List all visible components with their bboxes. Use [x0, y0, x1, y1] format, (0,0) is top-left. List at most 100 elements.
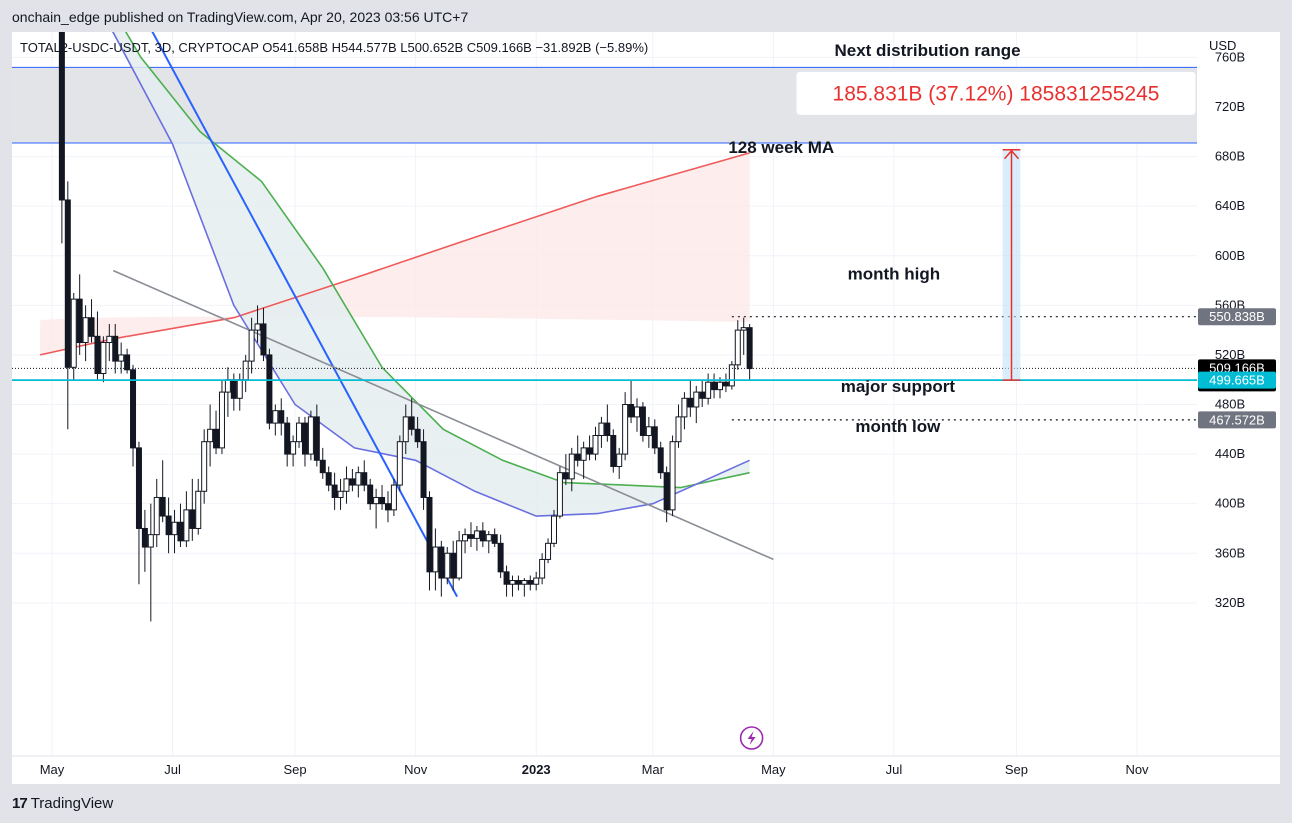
- x-tick-label: May: [40, 762, 65, 777]
- candle-body: [82, 317, 89, 344]
- candle-body: [450, 552, 457, 579]
- chart-area[interactable]: TOTAL2-USDC-USDT, 3D, CRYPTOCAP O541.658…: [12, 32, 1280, 784]
- y-tick-label: 440B: [1215, 446, 1245, 461]
- ma-green-line: [124, 32, 750, 489]
- candle-body: [112, 335, 119, 362]
- candle-body: [337, 490, 344, 498]
- candle-body: [509, 580, 516, 585]
- candle-body: [628, 404, 635, 418]
- candle-body: [622, 404, 629, 455]
- candle-body: [657, 447, 664, 474]
- candle-body: [355, 472, 362, 486]
- candle-body: [367, 484, 374, 505]
- y-tick-label: 360B: [1215, 545, 1245, 560]
- y-tick-label: 680B: [1215, 149, 1245, 164]
- candle-body: [290, 441, 297, 455]
- ma-blue-cloud: [112, 32, 750, 517]
- candle-body: [207, 428, 214, 443]
- tv-logo-icon: 17: [12, 795, 28, 812]
- candle-body: [195, 490, 202, 529]
- candle-body: [230, 379, 237, 399]
- candle-body: [456, 540, 463, 579]
- candle-body: [479, 530, 486, 542]
- candle-body: [236, 379, 243, 399]
- candle-body: [533, 577, 540, 585]
- candle-body: [473, 530, 480, 539]
- candle-body: [444, 552, 451, 579]
- annotation-text: major support: [841, 377, 956, 396]
- y-tick-label: 480B: [1215, 397, 1245, 412]
- price-tag-label: 509.166B: [1209, 360, 1265, 375]
- candle-body: [616, 453, 623, 467]
- candle-body: [539, 558, 546, 579]
- tradingview-logo[interactable]: 17 TradingView: [12, 795, 113, 812]
- candle-body: [568, 453, 575, 480]
- downtrend-line-blue: [151, 32, 458, 598]
- ma-green-cloud: [112, 32, 750, 517]
- price-tag-label: 499.665B: [1209, 373, 1265, 388]
- time-axis[interactable]: May Jul Sep Nov 2023 Mar May Jul Sep Nov: [12, 755, 1280, 777]
- candle-body: [189, 509, 196, 529]
- candle-body: [503, 571, 510, 585]
- price-chart[interactable]: 185.831B (37.12%) 185831255245 Next dist…: [12, 32, 1280, 784]
- price-tag-bg: [1198, 308, 1276, 326]
- candle-body: [213, 428, 220, 449]
- annotation-text: 128 week MA: [728, 138, 834, 157]
- candle-body: [527, 580, 534, 585]
- candle-body: [592, 434, 599, 455]
- candle-body: [254, 323, 261, 331]
- candle-body: [124, 354, 131, 371]
- candle-body: [106, 335, 113, 344]
- publisher-info: onchain_edge published on TradingView.co…: [12, 9, 469, 25]
- candle-body: [390, 484, 397, 511]
- x-tick-label: Nov: [404, 762, 428, 777]
- downtrend-line-gray: [112, 269, 774, 561]
- ma-128w-cloud: [40, 152, 750, 355]
- flash-icon[interactable]: [739, 726, 764, 750]
- candle-body: [301, 422, 308, 455]
- candle-body: [491, 534, 498, 544]
- candle-body: [331, 484, 338, 498]
- candle-body: [343, 478, 350, 492]
- candle-body: [361, 472, 368, 486]
- candle-body: [266, 354, 273, 424]
- candle-body: [574, 453, 581, 461]
- candle-body: [396, 441, 403, 486]
- candle-body: [420, 441, 427, 498]
- x-tick-label: Sep: [1005, 762, 1028, 777]
- candle-body: [728, 364, 735, 387]
- candle-body: [515, 580, 522, 585]
- candle-body: [693, 391, 700, 408]
- y-tick-label: 600B: [1215, 248, 1245, 263]
- ma-bands: [40, 32, 750, 517]
- candle-body: [384, 503, 391, 511]
- candle-body: [746, 327, 753, 370]
- y-tick-label: 720B: [1215, 99, 1245, 114]
- candle-body: [580, 447, 587, 461]
- candle-body: [58, 32, 65, 201]
- publish-header: onchain_edge published on TradingView.co…: [0, 0, 1292, 32]
- currency-label[interactable]: USD: [1209, 38, 1237, 53]
- x-tick-label: Jul: [886, 762, 903, 777]
- candle-body: [521, 580, 528, 585]
- price-axis[interactable]: 840B800B760B720B680B640B600B560B520B480B…: [1215, 32, 1245, 610]
- candle-body: [313, 416, 320, 461]
- candle-body: [141, 527, 148, 548]
- candle-body: [705, 381, 712, 399]
- candle-body: [248, 329, 255, 362]
- candle-body: [130, 369, 137, 449]
- candle-body: [651, 426, 658, 449]
- candle-body: [663, 472, 670, 511]
- candle-body: [556, 472, 563, 517]
- candle-body: [562, 472, 569, 480]
- candle-body: [722, 381, 729, 387]
- candle-body: [319, 459, 326, 474]
- x-tick-label: Nov: [1125, 762, 1149, 777]
- candle-body: [633, 406, 640, 418]
- candle-body: [711, 381, 718, 391]
- candle-body: [325, 472, 332, 486]
- measure-tool[interactable]: 185.831B (37.12%) 185831255245: [795, 70, 1197, 381]
- candle-body: [740, 327, 747, 331]
- annotations: Next distribution range 128 week MA month …: [728, 41, 1020, 436]
